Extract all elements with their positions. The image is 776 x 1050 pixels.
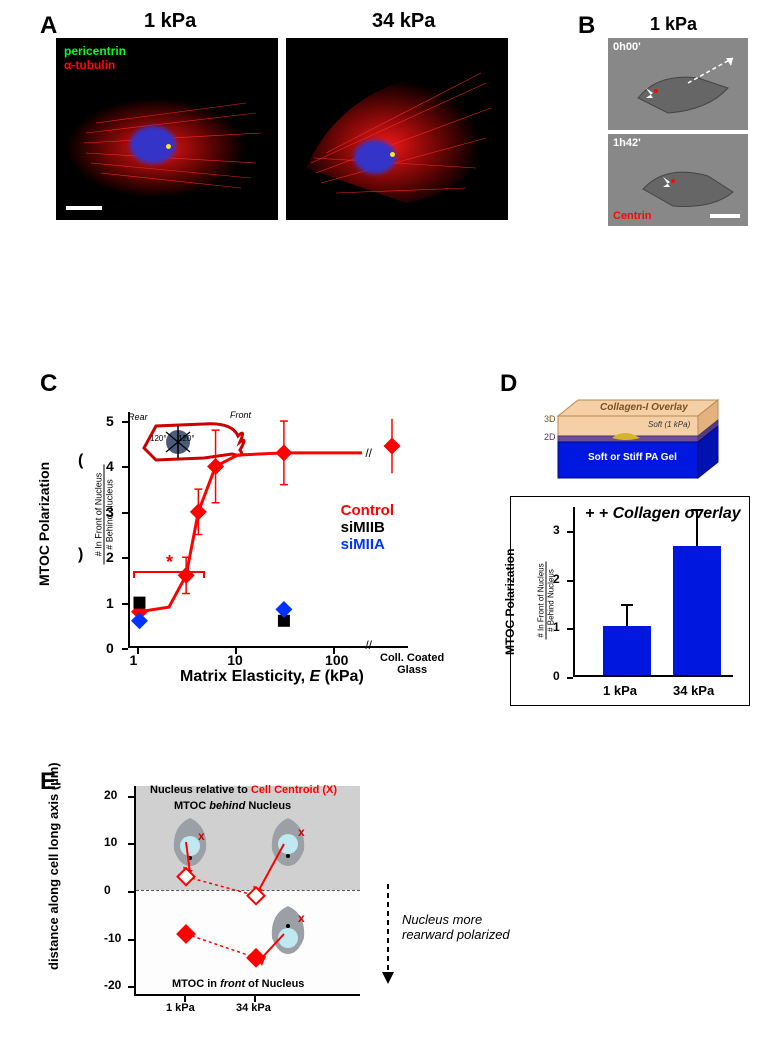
axis-break-top: // <box>365 446 372 460</box>
panel-b-title: 1 kPa <box>650 14 697 35</box>
legend-simiib: siMIIB <box>341 519 394 536</box>
title-e-red: Cell Centroid (X) <box>251 784 337 796</box>
centrin-label: Centrin <box>613 210 652 222</box>
chart-mtoc-polarization: MTOC Polarization ( ) # In Front of Nucl… <box>60 390 450 710</box>
bracket-close: ) <box>78 546 83 564</box>
cell-icon-2: x <box>266 816 310 868</box>
centrin-dot <box>671 179 675 183</box>
svg-text:x: x <box>298 911 305 925</box>
panel-a-title-2: 34 kPa <box>372 10 435 33</box>
nucleus-icon <box>354 140 396 174</box>
inset-angle-2: 120° <box>178 434 195 443</box>
coll-glass-2: Glass <box>380 664 444 676</box>
soft-text: Soft (1 kPa) <box>648 420 690 429</box>
legend-pericentrin: pericentrin <box>64 44 126 58</box>
y-frac-top: # In Front of Nucleus <box>94 465 105 565</box>
label-3d: 3D <box>544 414 556 424</box>
panel-a-title-1: 1 kPa <box>144 10 196 33</box>
inset-angle-1: 120° <box>150 434 167 443</box>
panel-d-label: D <box>500 370 517 398</box>
title-e-pre: Nucleus relative to <box>150 784 251 796</box>
y-axis-label: MTOC Polarization <box>36 462 52 586</box>
side-text-2: rearward polarized <box>402 927 510 942</box>
bar-chart-collagen: + + Collagen overlay MTOC Polarization #… <box>510 496 750 706</box>
inset-front: Front <box>230 410 251 420</box>
axis-break: // <box>365 638 372 652</box>
overlay-text: Collagen-I Overlay <box>600 402 688 413</box>
svg-text:x: x <box>198 829 205 843</box>
panel-c-label: C <box>40 370 57 398</box>
inset-rear: Rear <box>128 412 148 422</box>
phase-frame-1: 1h42' Centrin <box>608 134 748 226</box>
cell-icon-3: x <box>266 904 310 956</box>
x-axis-label: Matrix Elasticity, E (kPa) <box>180 668 364 686</box>
plot-area: Rear Front 120° 120° Control siMIIB siMI… <box>128 412 408 648</box>
bracket-open: ( <box>78 452 83 470</box>
cell-icon-1: x <box>168 816 212 868</box>
front-text: MTOC in front of Nucleus <box>172 978 304 990</box>
scale-bar <box>66 206 102 210</box>
legend-simiia: siMIIA <box>341 536 394 553</box>
legend-control: Control <box>341 502 394 519</box>
svg-text:x: x <box>298 825 305 839</box>
y-axis-label-d: MTOC Polarization <box>503 549 517 655</box>
scale-bar <box>710 214 740 218</box>
plot-e-area: Nucleus relative to Cell Centroid (X) MT… <box>134 786 360 996</box>
panel-a-label: A <box>40 12 57 40</box>
micrograph-1kpa: pericentrin α-tubulin <box>56 38 278 220</box>
sig-star: * <box>166 552 173 573</box>
gel-schematic: Collagen-I Overlay Soft (1 kPa) Soft or … <box>540 388 740 493</box>
y-frac-top-d: # In Front of Nucleus <box>537 562 547 640</box>
pericentrin-dot <box>166 144 171 149</box>
panel-b-label: B <box>578 12 595 40</box>
phase-frame-0: 0h00' <box>608 38 748 130</box>
coll-glass-1: Coll. Coated <box>380 652 444 664</box>
micrograph-34kpa <box>286 38 508 220</box>
zero-line <box>136 890 360 891</box>
y-axis-label-e: distance along cell long axis (µm) <box>46 762 61 970</box>
side-text-1: Nucleus more <box>402 912 510 927</box>
side-arrow <box>378 880 398 995</box>
bar-plot-area <box>573 507 733 677</box>
centrin-dot <box>654 89 658 93</box>
pericentrin-dot <box>390 152 395 157</box>
legend-tubulin: α-tubulin <box>64 58 115 72</box>
panel-e-chart: distance along cell long axis (µm) Nucle… <box>60 770 460 1030</box>
behind-text: MTOC behind Nucleus <box>174 800 291 812</box>
label-2d: 2D <box>544 432 556 442</box>
gel-text: Soft or Stiff PA Gel <box>588 452 677 463</box>
